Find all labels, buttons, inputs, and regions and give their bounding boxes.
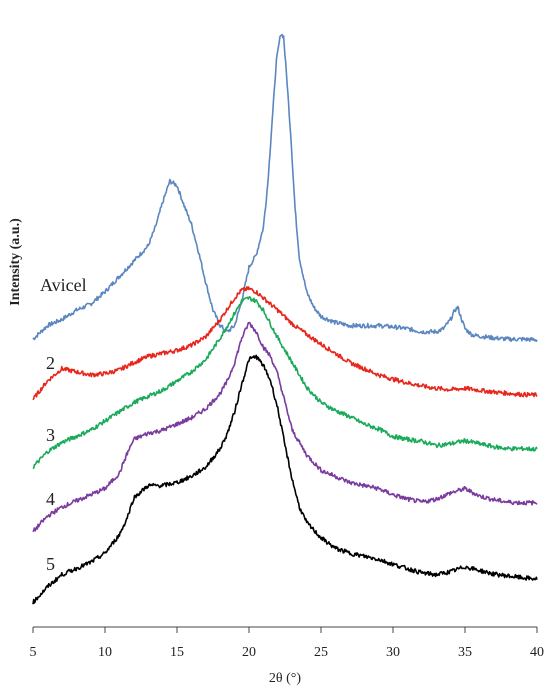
x-tick-label: 10: [98, 645, 112, 660]
x-ticks: 5 10 15 20 25 30 35 40: [30, 627, 544, 660]
series-line-avicel: [32, 33, 538, 343]
series-label-5: 5: [46, 554, 55, 574]
x-axis-title: 2θ (°): [269, 671, 301, 686]
series-line-3: [32, 296, 538, 470]
x-tick-label: 35: [458, 645, 472, 660]
x-tick-label: 30: [386, 645, 400, 660]
x-tick-label: 20: [242, 645, 256, 660]
series-line-5: [32, 354, 538, 605]
x-tick-label: 5: [30, 645, 37, 660]
x-tick-label: 15: [170, 645, 184, 660]
series-line-4: [32, 321, 538, 533]
series-label-2: 2: [46, 353, 55, 373]
series-labels: Avicel 2 3 4 5: [40, 275, 87, 574]
y-axis-title: Intensity (a.u.): [8, 218, 23, 306]
series-label-3: 3: [46, 425, 55, 445]
series-label-4: 4: [46, 489, 55, 509]
x-tick-label: 40: [530, 645, 544, 660]
plot-area: 5 10 15 20 25 30 35 40 Avicel 2 3 4 5: [30, 33, 544, 660]
series-lines: [32, 33, 538, 605]
series-label-avicel: Avicel: [40, 275, 87, 295]
x-tick-label: 25: [314, 645, 328, 660]
series-line-2: [32, 286, 538, 401]
